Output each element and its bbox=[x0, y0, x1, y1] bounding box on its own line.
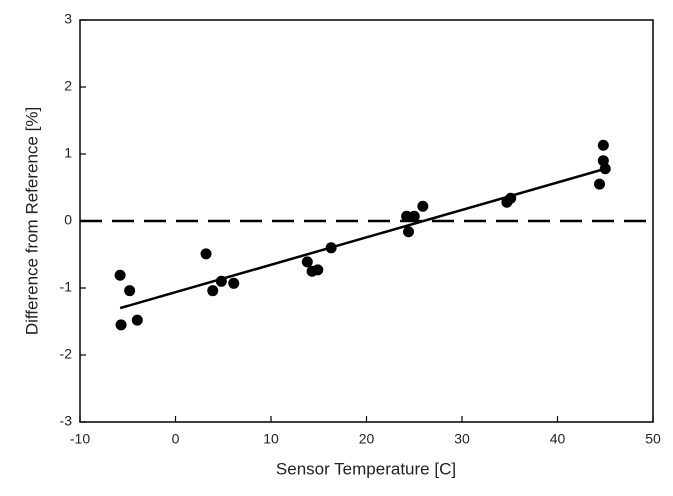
data-point bbox=[301, 256, 313, 268]
y-tick-label: 3 bbox=[64, 11, 72, 27]
x-tick-label: 20 bbox=[359, 431, 375, 447]
data-point bbox=[200, 248, 212, 260]
data-point bbox=[597, 139, 609, 151]
y-axis-label: Difference from Reference [%] bbox=[22, 107, 41, 335]
y-tick-label: -2 bbox=[60, 346, 73, 362]
x-tick-label: -10 bbox=[70, 431, 90, 447]
data-point bbox=[401, 210, 413, 222]
data-point bbox=[417, 200, 429, 212]
data-point bbox=[115, 319, 127, 331]
y-tick-label: -1 bbox=[60, 279, 73, 295]
y-tick-label: -3 bbox=[60, 413, 73, 429]
data-point bbox=[403, 226, 415, 238]
data-point bbox=[114, 269, 126, 281]
data-point bbox=[131, 314, 143, 326]
data-point bbox=[312, 264, 324, 276]
x-axis-label: Sensor Temperature [C] bbox=[276, 459, 456, 478]
data-point bbox=[228, 277, 240, 289]
y-tick-label: 0 bbox=[64, 212, 72, 228]
x-tick-label: 50 bbox=[645, 431, 661, 447]
data-point bbox=[408, 210, 420, 222]
data-point bbox=[594, 178, 606, 190]
x-tick-label: 0 bbox=[172, 431, 180, 447]
x-tick-label: 30 bbox=[454, 431, 470, 447]
x-tick-label: 10 bbox=[263, 431, 279, 447]
data-point bbox=[207, 285, 219, 297]
x-tick-label: 40 bbox=[550, 431, 566, 447]
y-tick-label: 2 bbox=[64, 78, 72, 94]
data-point bbox=[124, 285, 136, 297]
y-tick-label: 1 bbox=[64, 145, 72, 161]
fit-line bbox=[119, 167, 606, 310]
